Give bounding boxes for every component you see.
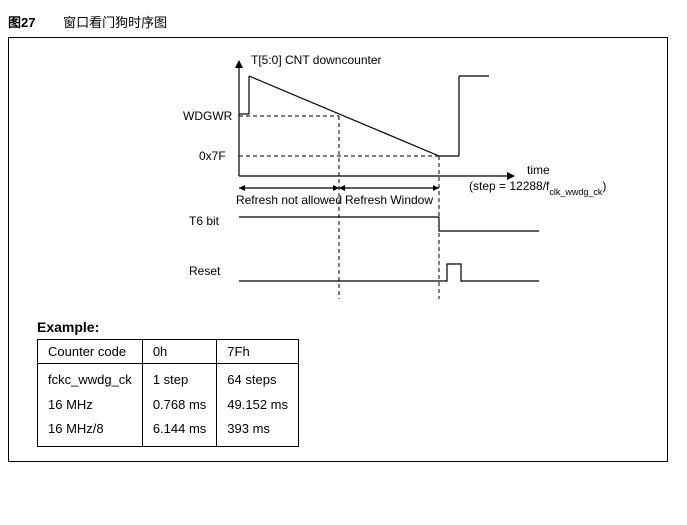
svg-text:WDGWR: WDGWR: [183, 109, 233, 123]
cell-text: 16 MHz: [48, 393, 132, 418]
col-header-counter: Counter code: [38, 340, 143, 364]
cell-7fh: 64 steps 49.152 ms 393 ms: [217, 364, 299, 447]
svg-text:Refresh not allowed: Refresh not allowed: [236, 193, 342, 207]
col-header-7fh: 7Fh: [217, 340, 299, 364]
example-table: Counter code 0h 7Fh fckc_wwdg_ck 16 MHz …: [37, 339, 299, 447]
cell-text: 16 MHz/8: [48, 417, 132, 442]
svg-text:(step = 12288/fclk_wwdg_ck): (step = 12288/fclk_wwdg_ck): [469, 179, 606, 197]
svg-text:0x7F: 0x7F: [199, 149, 226, 163]
cell-text: 0.768 ms: [153, 393, 206, 418]
cell-0h: 1 step 0.768 ms 6.144 ms: [142, 364, 216, 447]
cell-text: 6.144 ms: [153, 417, 206, 442]
timing-diagram: T[5:0] CNT downcounter WDGWR 0x7F Refresh n…: [179, 46, 657, 309]
cell-text: 64 steps: [227, 368, 288, 393]
svg-text:Reset: Reset: [189, 264, 221, 278]
svg-text:time: time: [527, 163, 550, 177]
cell-text: fckc_wwdg_ck: [48, 368, 132, 393]
cell-text: 1 step: [153, 368, 206, 393]
cell-text: 393 ms: [227, 417, 288, 442]
table-row: fckc_wwdg_ck 16 MHz 16 MHz/8 1 step 0.76…: [38, 364, 299, 447]
col-header-0h: 0h: [142, 340, 216, 364]
figure-title-text: 窗口看门狗时序图: [63, 15, 167, 30]
svg-text:Refresh Window: Refresh Window: [345, 193, 433, 207]
cell-text: 49.152 ms: [227, 393, 288, 418]
timing-svg: T[5:0] CNT downcounter WDGWR 0x7F Refresh n…: [179, 46, 649, 306]
cell-src: fckc_wwdg_ck 16 MHz 16 MHz/8: [38, 364, 143, 447]
example-heading: Example:: [37, 319, 657, 335]
figure-number: 图27: [8, 15, 35, 30]
table-row: Counter code 0h 7Fh: [38, 340, 299, 364]
svg-text:T6 bit: T6 bit: [189, 214, 220, 228]
figure-frame: T[5:0] CNT downcounter WDGWR 0x7F Refresh n…: [8, 37, 668, 462]
svg-text:T[5:0] CNT downcounter: T[5:0] CNT downcounter: [251, 53, 382, 67]
figure-caption: 图27 窗口看门狗时序图: [8, 12, 679, 31]
